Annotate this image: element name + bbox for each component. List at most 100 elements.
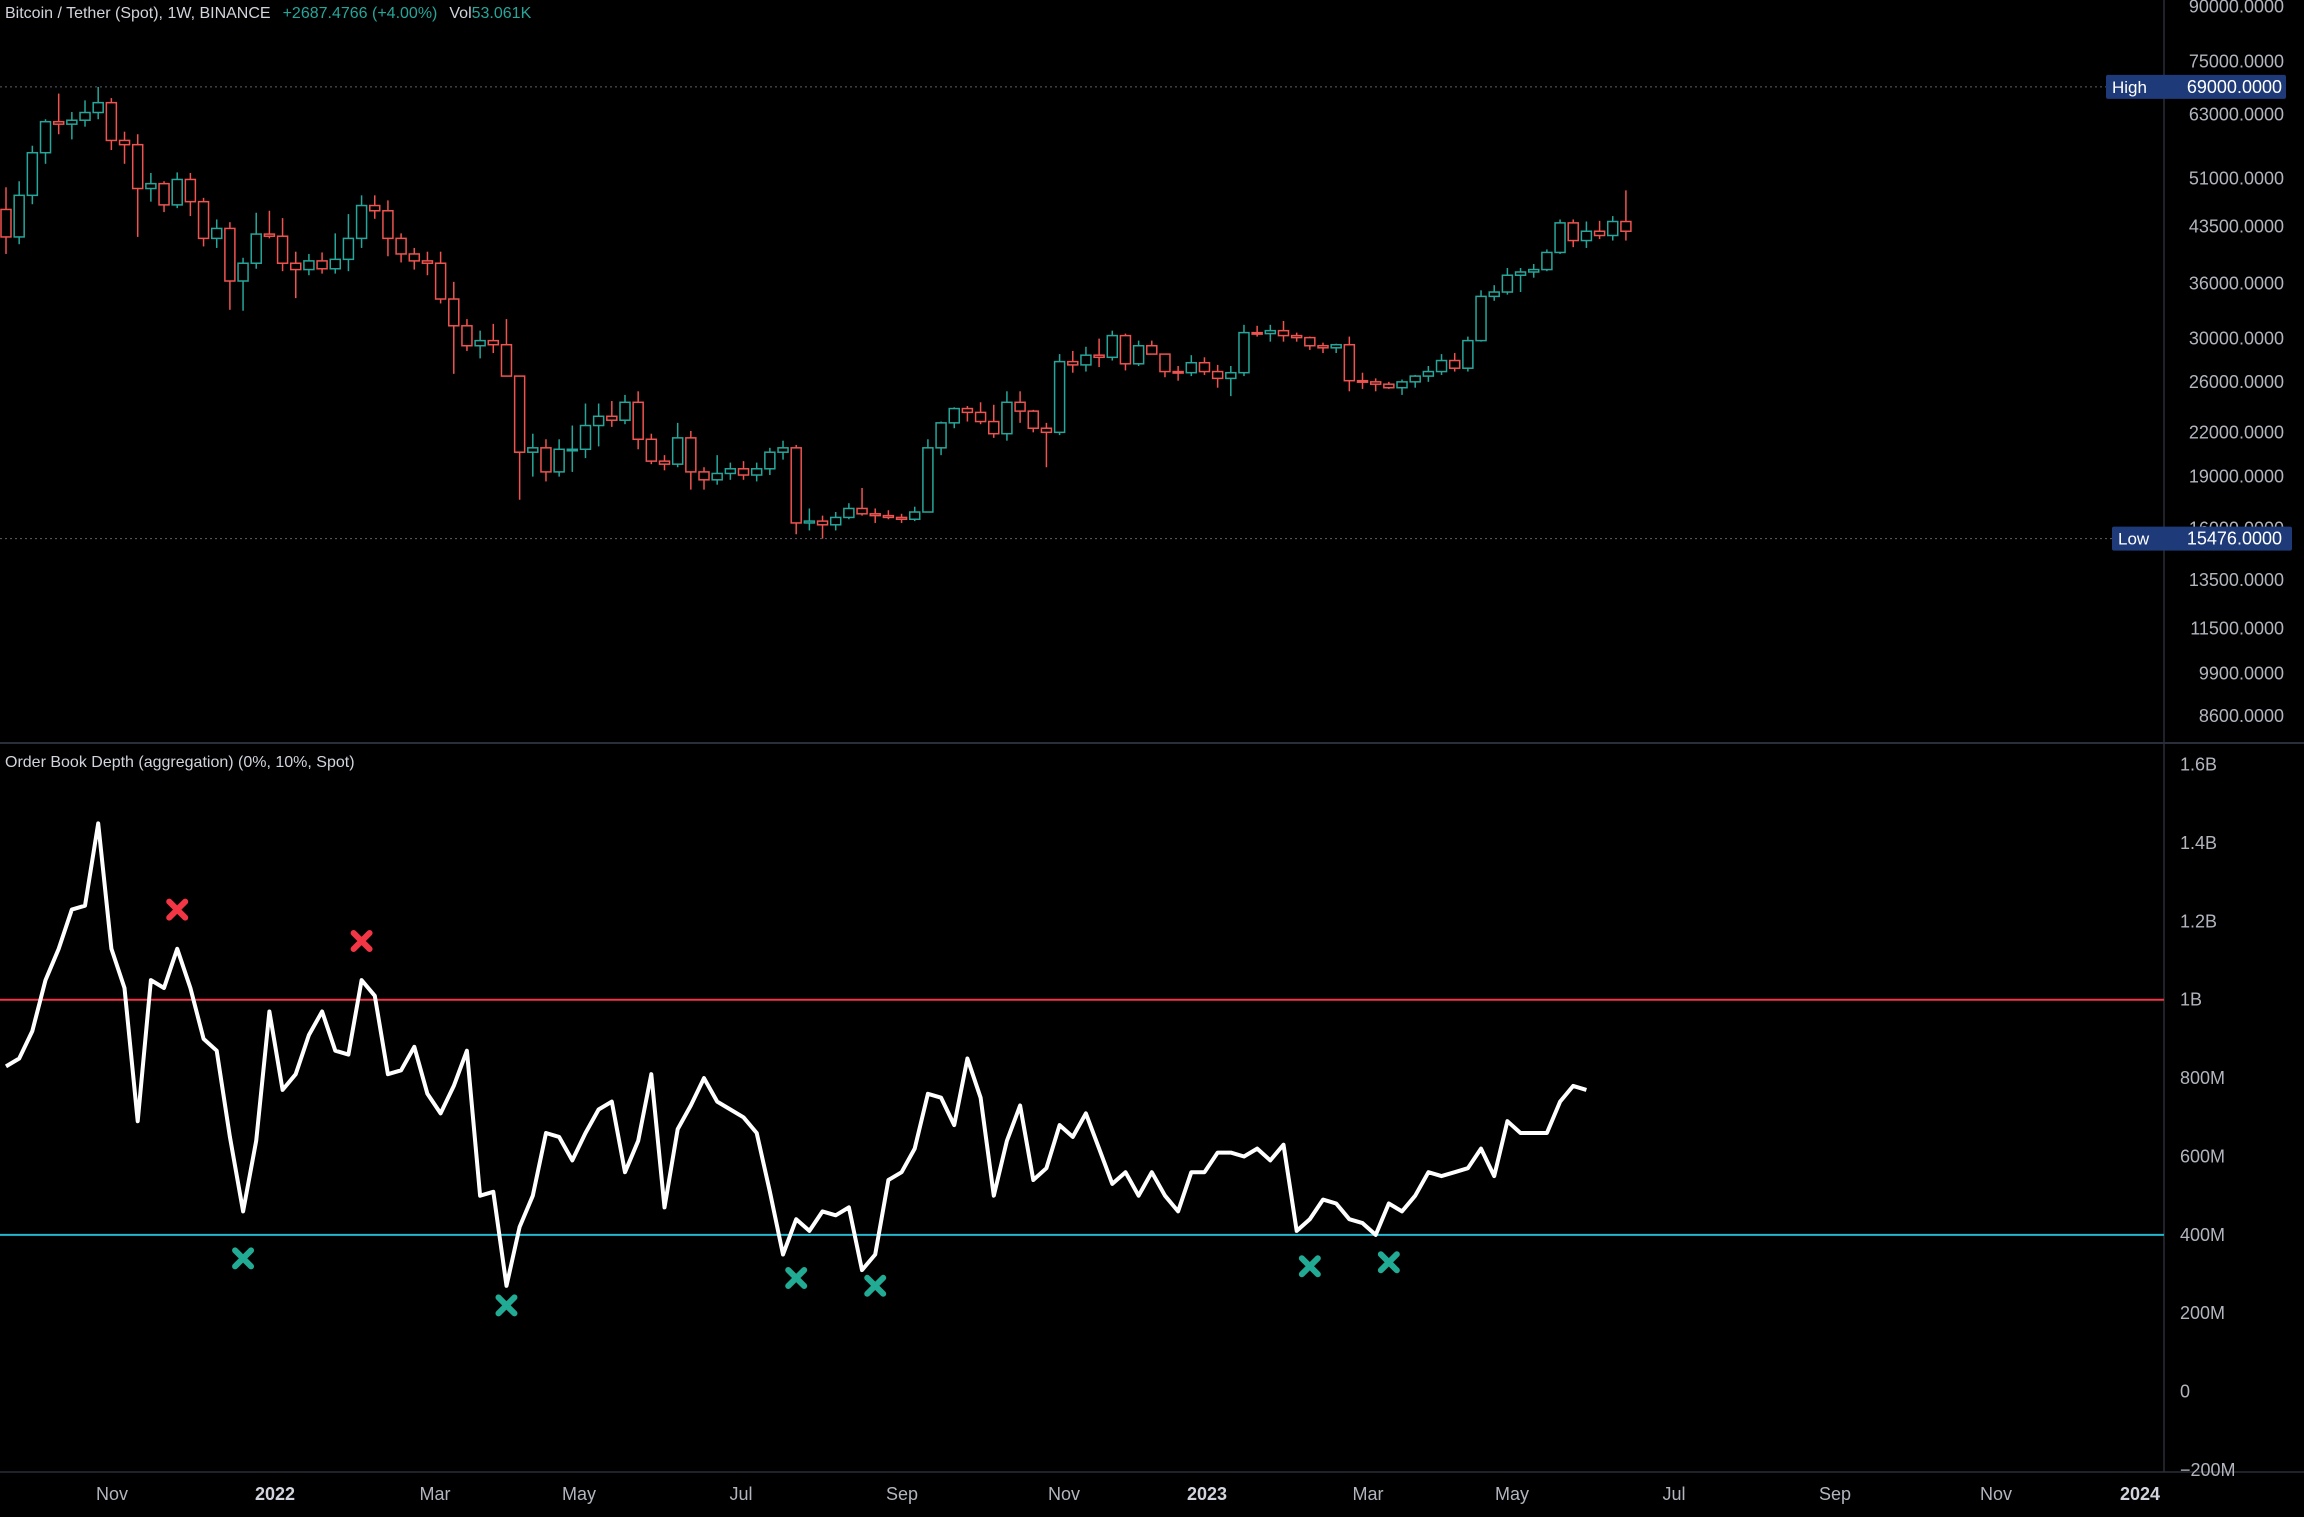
depth-pane[interactable] bbox=[0, 821, 2164, 1317]
candle[interactable] bbox=[882, 510, 895, 520]
candle[interactable] bbox=[1132, 340, 1145, 367]
candle[interactable] bbox=[685, 430, 697, 490]
candle[interactable] bbox=[658, 455, 671, 471]
candle[interactable] bbox=[1040, 422, 1053, 468]
candle[interactable] bbox=[579, 403, 592, 459]
candle[interactable] bbox=[750, 462, 763, 482]
candle[interactable] bbox=[829, 512, 842, 531]
candle[interactable] bbox=[1396, 379, 1408, 395]
candle[interactable] bbox=[1238, 324, 1250, 377]
low-signal-marker[interactable] bbox=[232, 1247, 255, 1270]
candle[interactable] bbox=[592, 403, 605, 447]
candle[interactable] bbox=[1014, 391, 1026, 423]
candle[interactable] bbox=[1251, 325, 1263, 337]
indicator-title[interactable]: Order Book Depth (aggregation) (0%, 10%,… bbox=[5, 754, 355, 771]
candle[interactable] bbox=[342, 214, 355, 272]
candle[interactable] bbox=[961, 406, 974, 422]
candle[interactable] bbox=[276, 218, 289, 272]
candle[interactable] bbox=[1159, 353, 1171, 378]
candle[interactable] bbox=[1027, 409, 1040, 433]
candle[interactable] bbox=[566, 425, 579, 472]
candle[interactable] bbox=[13, 181, 25, 245]
candle[interactable] bbox=[777, 440, 789, 460]
candle[interactable] bbox=[1356, 372, 1369, 389]
candle[interactable] bbox=[1172, 366, 1184, 381]
candle[interactable] bbox=[1067, 350, 1079, 373]
candle[interactable] bbox=[1462, 336, 1474, 372]
candle[interactable] bbox=[158, 181, 170, 213]
low-signal-marker[interactable] bbox=[864, 1274, 887, 1297]
candle[interactable] bbox=[1554, 219, 1566, 254]
candle[interactable] bbox=[1514, 267, 1527, 293]
low-signal-marker[interactable] bbox=[1377, 1251, 1400, 1274]
candle[interactable] bbox=[92, 86, 104, 120]
candle[interactable] bbox=[355, 195, 368, 248]
candle[interactable] bbox=[619, 394, 631, 425]
candle[interactable] bbox=[474, 330, 486, 359]
candle[interactable] bbox=[1383, 381, 1395, 389]
candle[interactable] bbox=[1304, 336, 1316, 350]
candle[interactable] bbox=[908, 506, 921, 522]
candle[interactable] bbox=[1369, 378, 1382, 392]
candle[interactable] bbox=[764, 447, 776, 476]
candle[interactable] bbox=[487, 323, 500, 354]
symbol-title[interactable]: Bitcoin / Tether (Spot), 1W, BINANCE bbox=[5, 5, 271, 22]
depth-axis[interactable]: 1.6B 1.4B 1.2B 1B 800M 600M 400M 200M 0 −200M bbox=[2180, 755, 2236, 1480]
low-signal-marker[interactable] bbox=[785, 1266, 808, 1289]
candle[interactable] bbox=[790, 444, 802, 535]
candle[interactable] bbox=[461, 319, 473, 351]
candle[interactable] bbox=[1211, 364, 1224, 388]
candle[interactable] bbox=[1593, 220, 1606, 240]
candle[interactable] bbox=[606, 401, 618, 427]
candle[interactable] bbox=[974, 402, 987, 425]
high-signal-marker[interactable] bbox=[350, 929, 373, 952]
candle[interactable] bbox=[1620, 190, 1632, 241]
candle[interactable] bbox=[895, 513, 908, 523]
candle[interactable] bbox=[1185, 355, 1198, 377]
time-axis[interactable]: Nov 2022 Mar May Jul Sep Nov 2023 Mar May Jul Sep No… bbox=[96, 1484, 2160, 1504]
candle[interactable] bbox=[1435, 354, 1448, 375]
candle[interactable] bbox=[329, 233, 341, 274]
candle[interactable] bbox=[1001, 391, 1013, 441]
candle[interactable] bbox=[184, 172, 197, 217]
candle[interactable] bbox=[1541, 249, 1553, 272]
candle[interactable] bbox=[922, 439, 934, 513]
candle[interactable] bbox=[0, 187, 12, 254]
candle[interactable] bbox=[711, 455, 723, 485]
low-signal-marker[interactable] bbox=[1298, 1255, 1321, 1278]
candle[interactable] bbox=[698, 467, 710, 490]
high-badge[interactable] bbox=[2106, 74, 2286, 99]
candle[interactable] bbox=[1475, 290, 1487, 342]
candle[interactable] bbox=[869, 508, 881, 523]
candle[interactable] bbox=[803, 508, 816, 531]
candle[interactable] bbox=[369, 195, 381, 219]
candle[interactable] bbox=[131, 134, 144, 237]
depth-series-line[interactable] bbox=[4, 821, 1587, 1288]
candle[interactable] bbox=[527, 433, 539, 477]
candle[interactable] bbox=[79, 100, 91, 127]
candle[interactable] bbox=[645, 433, 658, 465]
candle[interactable] bbox=[1580, 221, 1593, 248]
candle[interactable] bbox=[540, 439, 552, 482]
candle[interactable] bbox=[935, 421, 947, 456]
candle[interactable] bbox=[382, 200, 394, 257]
candle[interactable] bbox=[816, 515, 829, 539]
candle[interactable] bbox=[737, 461, 750, 480]
candle[interactable] bbox=[1225, 366, 1237, 397]
candle[interactable] bbox=[856, 487, 868, 516]
candle[interactable] bbox=[948, 407, 960, 429]
candle[interactable] bbox=[1119, 333, 1132, 371]
candle[interactable] bbox=[553, 439, 565, 477]
candle[interactable] bbox=[224, 222, 236, 310]
candle[interactable] bbox=[39, 119, 52, 164]
candle[interactable] bbox=[843, 503, 855, 520]
candle[interactable] bbox=[237, 257, 249, 311]
candle[interactable] bbox=[421, 251, 434, 276]
candle[interactable] bbox=[26, 145, 39, 205]
candle[interactable] bbox=[988, 404, 1000, 438]
candle[interactable] bbox=[632, 391, 644, 450]
candle[interactable] bbox=[1527, 264, 1540, 278]
candle[interactable] bbox=[210, 219, 223, 248]
candle[interactable] bbox=[1198, 357, 1211, 375]
